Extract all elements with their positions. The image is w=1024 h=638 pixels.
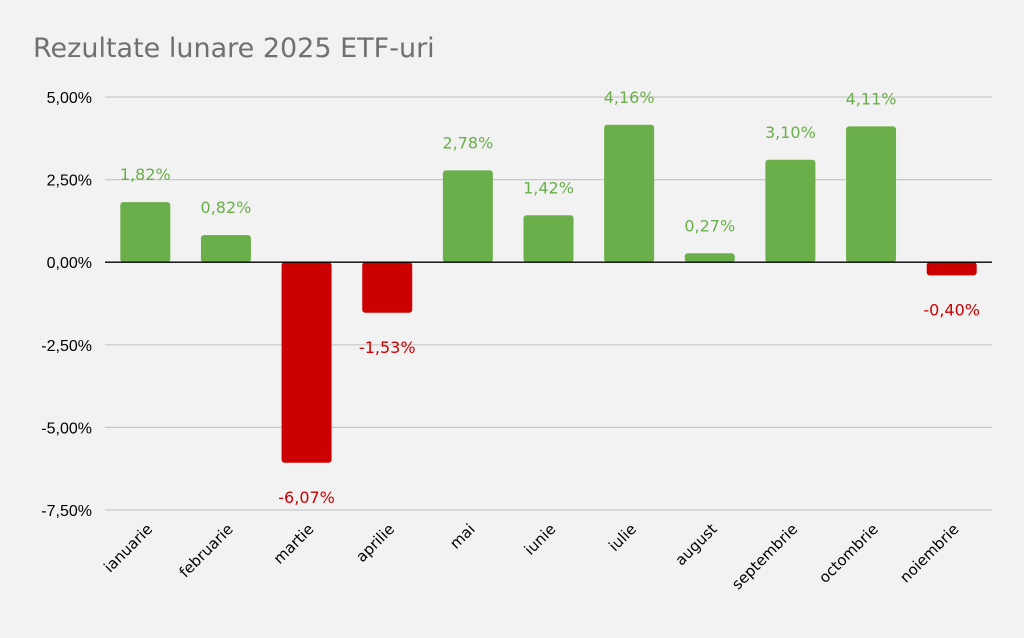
x-tick-label: martie [270,520,318,568]
x-tick-label: iulie [605,520,640,555]
x-tick-label: ianuarie [100,520,156,576]
data-label: 2,78% [442,133,493,152]
bar [281,262,332,463]
x-tick-label: februarie [176,520,237,581]
data-label: 0,27% [684,216,735,235]
x-tick-label: noiembrie [896,520,962,586]
x-tick-label: aprilie [352,520,398,566]
bar [846,126,897,263]
data-label: 4,16% [604,88,655,107]
labels-layer: 5,00% 2,50% 0,00% -2,50% -5,00% -7,50% 1,82% ia… [41,88,980,593]
data-label: -1,53% [359,338,416,357]
bars-layer [120,124,977,463]
data-label: 1,42% [523,178,574,197]
data-label: 4,11% [846,89,897,108]
bar [200,235,251,263]
x-tick-label: mai [446,520,479,553]
x-tick-label: septembrie [728,520,801,593]
y-tick-label: -5,00% [41,420,92,437]
grid-layer [105,96,992,511]
y-tick-label: -2,50% [41,338,92,355]
data-label: -6,07% [278,488,335,507]
bar [442,170,493,263]
bar [362,262,413,313]
bar [926,262,977,276]
bar [523,215,574,263]
bar [684,253,735,263]
data-label: 0,82% [201,198,252,217]
data-label: 1,82% [120,165,171,184]
y-tick-label: -7,50% [41,503,92,520]
y-tick-label: 0,00% [47,255,92,272]
y-tick-label: 2,50% [47,173,92,190]
bar [765,159,816,263]
bar [604,124,655,263]
y-tick-label: 5,00% [47,90,92,107]
data-label: 3,10% [765,123,816,142]
x-tick-label: iunie [521,520,560,559]
data-label: -0,40% [923,300,980,319]
bar [120,202,171,263]
chart-title: Rezultate lunare 2025 ETF-uri [33,33,435,64]
x-tick-label: august [672,520,721,569]
x-tick-label: octombrie [815,520,882,587]
